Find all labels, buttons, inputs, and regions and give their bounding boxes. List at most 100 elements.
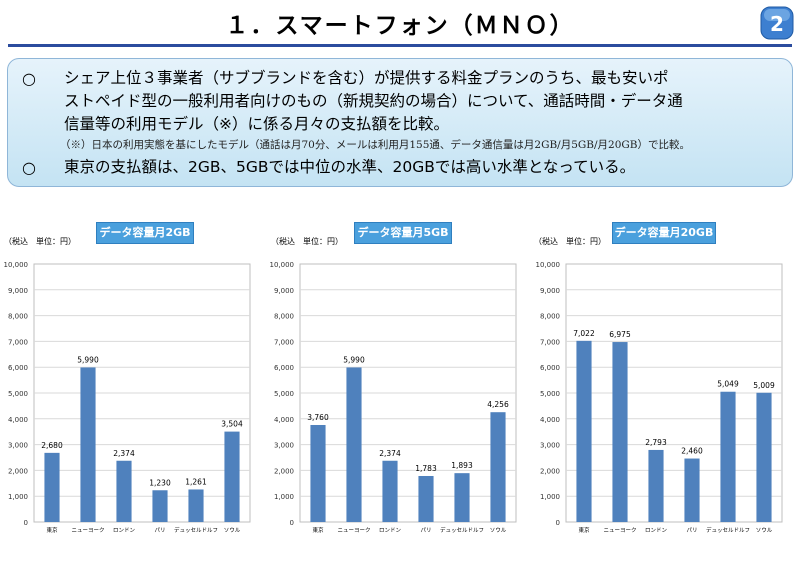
data-label: 1,261 xyxy=(185,477,207,486)
x-tick-label: デュッセルドルフ xyxy=(174,526,218,534)
data-label: 4,256 xyxy=(487,400,509,409)
x-tick-label: ニューヨーク xyxy=(337,527,370,534)
y-tick-label: 8,000 xyxy=(8,313,28,321)
page-title: １．スマートフォン（ＭＮＯ） xyxy=(225,13,575,39)
bullet-1-line-2: ストペイド型の一般利用者向けのもの（新規契約の場合）について、通話時間・データ通 xyxy=(64,92,683,110)
y-tick-label: 0 xyxy=(290,519,294,527)
data-label: 2,680 xyxy=(41,441,63,450)
x-tick-label: 東京 xyxy=(312,526,324,534)
x-tick-label: 東京 xyxy=(46,526,58,534)
y-tick-label: 3,000 xyxy=(540,442,560,450)
y-tick-label: 7,000 xyxy=(274,338,294,346)
y-tick-label: 6,000 xyxy=(540,364,560,372)
y-tick-label: 2,000 xyxy=(8,467,28,475)
bar xyxy=(418,475,434,522)
y-tick-label: 7,000 xyxy=(540,338,560,346)
data-label: 5,009 xyxy=(753,381,775,390)
data-label: 2,460 xyxy=(681,447,703,456)
y-tick-label: 2,000 xyxy=(274,467,294,475)
title-underline xyxy=(8,44,792,47)
bar xyxy=(152,490,168,522)
bar xyxy=(116,460,132,522)
summary-bullet-1: ○ シェア上位３事業者（サブブランドを含む）が提供する料金プランのうち、最も安い… xyxy=(22,67,782,136)
x-tick-label: パリ xyxy=(686,527,697,534)
bar xyxy=(720,391,736,522)
x-tick-label: ニューヨーク xyxy=(603,527,636,534)
data-label: 5,990 xyxy=(77,355,99,364)
y-tick-label: 5,000 xyxy=(8,390,28,398)
data-label: 6,975 xyxy=(609,330,631,339)
data-label: 1,893 xyxy=(451,461,473,470)
bar xyxy=(756,392,772,522)
bar xyxy=(684,458,700,522)
bullet-mark: ○ xyxy=(22,69,36,88)
y-tick-label: 5,000 xyxy=(274,390,294,398)
x-tick-label: ロンドン xyxy=(379,528,402,534)
bullet-mark: ○ xyxy=(22,158,36,177)
bar xyxy=(80,367,96,522)
y-tick-label: 9,000 xyxy=(274,287,294,295)
x-tick-label: パリ xyxy=(420,527,431,534)
bar xyxy=(224,431,240,522)
y-tick-label: 10,000 xyxy=(270,261,295,269)
bar xyxy=(612,342,628,522)
data-label: 5,990 xyxy=(343,355,365,364)
data-label: 2,374 xyxy=(379,449,401,458)
bar-chart-2gb: 0 1,000 2,000 3,000 4,000 5,000 6,000 7,000 8,00… xyxy=(4,261,251,534)
y-tick-label: 10,000 xyxy=(536,261,561,269)
data-label: 3,760 xyxy=(307,413,329,422)
x-tick-label: ロンドン xyxy=(645,528,668,534)
y-tick-label: 3,000 xyxy=(8,442,28,450)
bullet-1-line-3: 信量等の利用モデル（※）に係る月々の支払額を比較。 xyxy=(64,115,449,133)
data-label: 1,230 xyxy=(149,478,171,487)
data-label: 1,783 xyxy=(415,464,437,473)
bullet-2-text: 東京の支払額は、2GB、5GBでは中位の水準、20GBでは高い水準となっている。 xyxy=(64,158,636,176)
x-tick-label: ソウル xyxy=(756,526,773,534)
y-tick-label: 4,000 xyxy=(274,416,294,424)
y-tick-label: 0 xyxy=(556,519,560,527)
y-tick-label: 9,000 xyxy=(540,287,560,295)
chart-title-2gb: データ容量月2GB xyxy=(96,222,194,244)
x-tick-label: ロンドン xyxy=(113,528,136,534)
data-label: 5,049 xyxy=(717,380,739,389)
y-tick-label: 0 xyxy=(24,519,28,527)
y-tick-label: 4,000 xyxy=(8,416,28,424)
y-tick-label: 1,000 xyxy=(8,493,28,501)
data-label: 2,793 xyxy=(645,438,667,447)
bar xyxy=(454,473,470,522)
y-tick-label: 6,000 xyxy=(274,364,294,372)
bar-chart-20gb: 0 1,000 2,000 3,000 4,000 5,000 6,000 7,000 8,00… xyxy=(536,261,783,534)
y-tick-label: 7,000 xyxy=(8,338,28,346)
x-tick-label: 東京 xyxy=(578,526,590,534)
bar xyxy=(576,340,592,522)
y-tick-label: 8,000 xyxy=(274,313,294,321)
summary-bullet-2: ○ 東京の支払額は、2GB、5GBでは中位の水準、20GBでは高い水準となってい… xyxy=(22,156,782,179)
bar xyxy=(44,452,60,522)
chart-title-5gb: データ容量月5GB xyxy=(354,222,452,244)
units-label-2gb: （税込 単位：円） xyxy=(4,237,76,246)
y-tick-label: 2,000 xyxy=(540,467,560,475)
units-label-20gb: （税込 単位：円） xyxy=(534,237,606,246)
x-tick-label: パリ xyxy=(154,527,165,534)
units-label-5gb: （税込 単位：円） xyxy=(271,237,343,246)
y-tick-label: 8,000 xyxy=(540,313,560,321)
y-tick-label: 1,000 xyxy=(540,493,560,501)
page-number: 2 xyxy=(770,12,784,36)
data-label: 3,504 xyxy=(221,420,243,429)
bullet-1-line-1: シェア上位３事業者（サブブランドを含む）が提供する料金プランのうち、最も安いポ xyxy=(64,69,669,87)
x-tick-label: ソウル xyxy=(224,526,241,534)
data-label: 2,374 xyxy=(113,449,135,458)
x-tick-label: デュッセルドルフ xyxy=(440,526,484,534)
bar xyxy=(310,424,326,522)
bar xyxy=(382,460,398,522)
y-tick-label: 6,000 xyxy=(8,364,28,372)
data-label: 7,022 xyxy=(573,329,595,338)
x-tick-label: デュッセルドルフ xyxy=(706,526,750,534)
chart-title-20gb: データ容量月20GB xyxy=(612,222,716,244)
page-number-badge: 2 xyxy=(760,6,794,40)
summary-box: ○ シェア上位３事業者（サブブランドを含む）が提供する料金プランのうち、最も安い… xyxy=(7,58,793,187)
y-tick-label: 1,000 xyxy=(274,493,294,501)
bar xyxy=(490,412,506,522)
bar xyxy=(346,367,362,522)
y-tick-label: 3,000 xyxy=(274,442,294,450)
